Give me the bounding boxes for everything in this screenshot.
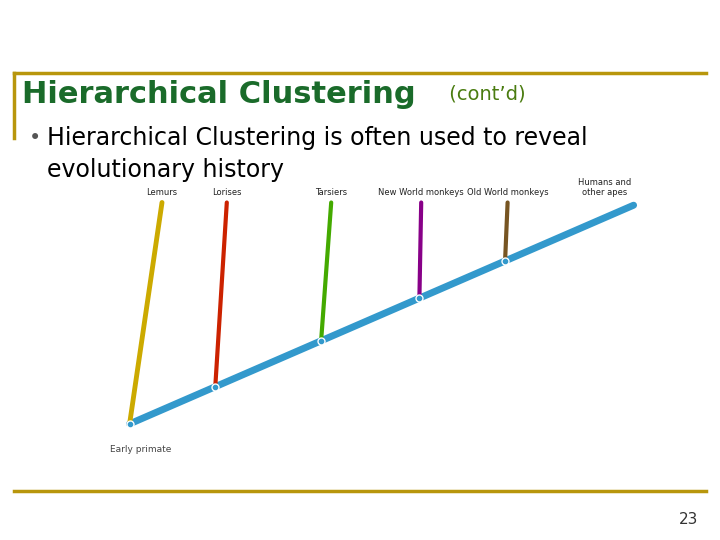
- Text: Humans and
other apes: Humans and other apes: [578, 178, 631, 197]
- Text: 23: 23: [679, 511, 698, 526]
- Text: Lorises: Lorises: [212, 188, 241, 197]
- Text: Lemurs: Lemurs: [146, 188, 178, 197]
- Text: Early primate: Early primate: [109, 446, 171, 455]
- Text: Hierarchical Clustering is often used to reveal: Hierarchical Clustering is often used to…: [47, 126, 588, 150]
- Text: Hierarchical Clustering: Hierarchical Clustering: [22, 80, 415, 109]
- Text: evolutionary history: evolutionary history: [47, 158, 284, 182]
- Text: Tarsiers: Tarsiers: [315, 188, 347, 197]
- Text: (cont’d): (cont’d): [443, 85, 526, 104]
- Text: •: •: [29, 127, 41, 148]
- Text: Old World monkeys: Old World monkeys: [467, 188, 549, 197]
- Text: New World monkeys: New World monkeys: [378, 188, 464, 197]
